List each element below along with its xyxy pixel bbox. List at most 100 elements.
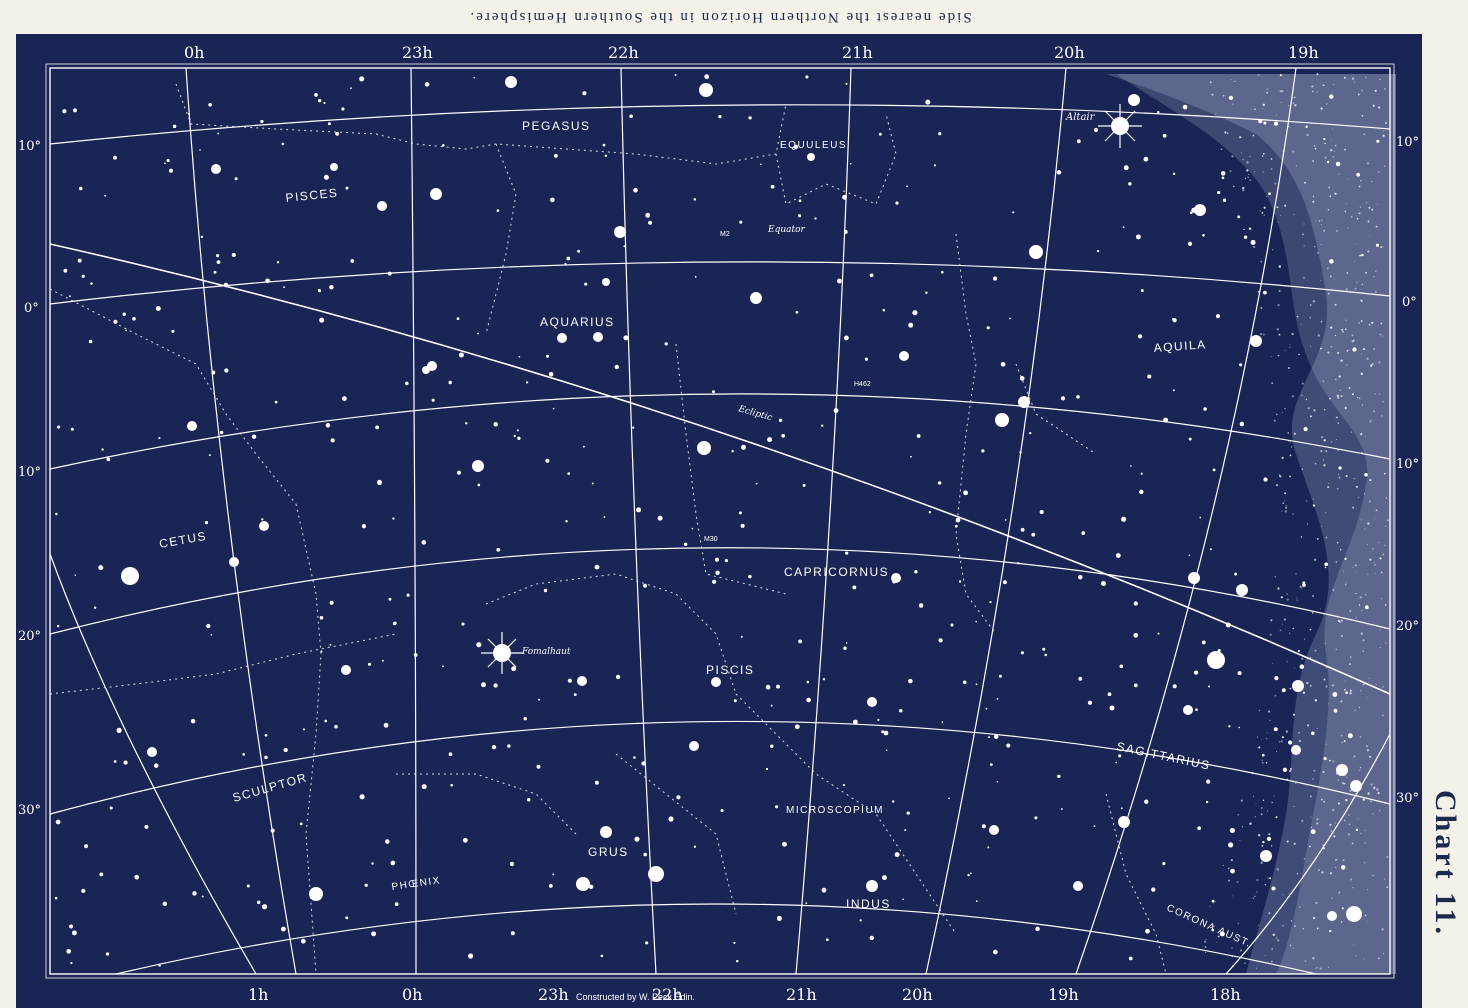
milky-way-star	[1338, 891, 1341, 894]
milky-way-star	[1282, 149, 1285, 152]
faint-star	[261, 518, 264, 521]
faint-star	[385, 839, 390, 844]
milky-way-star	[1347, 833, 1351, 836]
faint-star	[387, 271, 392, 276]
milky-way-star	[1281, 412, 1283, 413]
milky-way-star	[1246, 161, 1249, 164]
milky-way-star	[1335, 378, 1337, 381]
faint-star	[958, 580, 962, 583]
faint-star	[950, 623, 954, 627]
faint-star	[645, 941, 649, 945]
milky-way-star	[1259, 332, 1263, 336]
milky-way-star	[1355, 571, 1357, 573]
milky-way-star	[1372, 410, 1376, 413]
milky-way-star	[1284, 500, 1286, 502]
faint-star	[552, 873, 555, 876]
milky-way-star	[1338, 476, 1341, 479]
milky-way-star	[1266, 732, 1268, 734]
milky-way-star	[1294, 667, 1296, 669]
faint-star	[567, 472, 570, 475]
faint-star	[1188, 437, 1192, 441]
milky-way-star	[1282, 623, 1283, 625]
bright-star	[711, 677, 721, 687]
faint-star	[925, 99, 931, 105]
milky-way-star	[1309, 795, 1312, 798]
faint-star	[643, 583, 647, 588]
bright-star	[1327, 911, 1337, 921]
milky-way-star	[1244, 962, 1246, 964]
milky-way-star	[1310, 345, 1312, 347]
milky-way-star	[1258, 709, 1261, 712]
faint-star	[877, 718, 880, 721]
faint-star	[1029, 431, 1032, 435]
faint-star	[274, 400, 278, 404]
faint-star	[715, 570, 720, 575]
milky-way-star	[1323, 678, 1326, 681]
milky-way-star	[1263, 214, 1266, 216]
faint-star	[242, 753, 246, 756]
milky-way-star	[1337, 473, 1339, 475]
milky-way-star	[1256, 736, 1259, 738]
milky-way-star	[1231, 947, 1233, 949]
milky-way-star	[1349, 789, 1352, 792]
faint-star	[166, 158, 170, 163]
milky-way-star	[1303, 638, 1306, 640]
faint-star	[1057, 774, 1061, 778]
milky-way-star	[1379, 646, 1381, 649]
faint-star	[1364, 605, 1369, 610]
milky-way-star	[1263, 206, 1266, 209]
milky-way-star	[1345, 475, 1348, 478]
faint-star	[1376, 139, 1380, 143]
bright-star	[577, 676, 587, 686]
milky-way-star	[1286, 661, 1288, 663]
faint-star	[359, 76, 365, 82]
constellation-indus: INDUS	[846, 897, 891, 911]
m30-label: M30	[704, 536, 718, 543]
faint-star	[473, 76, 476, 79]
dec-right-10s: 10°	[1396, 457, 1419, 472]
milky-way-star	[1372, 874, 1374, 877]
milky-way-star	[1360, 609, 1363, 612]
milky-way-star	[1276, 751, 1277, 753]
milky-way-star	[1343, 819, 1346, 822]
faint-star	[1087, 700, 1093, 705]
milky-way-star	[1293, 96, 1296, 99]
milky-way-star	[1327, 482, 1329, 484]
milky-way-star	[1380, 322, 1383, 325]
bright-star	[593, 332, 603, 342]
milky-way-star	[1253, 245, 1256, 248]
milky-way-star	[1311, 90, 1314, 93]
faint-star	[1162, 133, 1167, 138]
milky-way-star	[1335, 648, 1337, 650]
milky-way-star	[1237, 922, 1240, 925]
faint-star	[988, 736, 990, 739]
bright-star	[1250, 335, 1262, 347]
dec-right-0: 0°	[1402, 295, 1417, 310]
faint-star	[88, 339, 93, 344]
faint-star	[187, 112, 191, 116]
milky-way-star	[1277, 939, 1280, 942]
milky-way-star	[1359, 397, 1361, 399]
faint-star	[992, 949, 998, 955]
faint-star	[81, 888, 86, 894]
faint-star	[350, 259, 355, 263]
faint-star	[548, 371, 554, 377]
faint-star	[798, 639, 802, 644]
milky-way-star	[1334, 144, 1337, 147]
milky-way-star	[1344, 774, 1347, 777]
milky-way-star	[1262, 152, 1265, 155]
milky-way-star	[1358, 322, 1360, 324]
milky-way-star	[1288, 892, 1290, 894]
milky-way-star	[1261, 108, 1263, 110]
milky-way-star	[1346, 272, 1349, 274]
milky-way-star	[1270, 619, 1273, 622]
faint-star	[106, 457, 111, 462]
milky-way-star	[1274, 575, 1277, 578]
faint-star	[1012, 211, 1015, 214]
milky-way-star	[1330, 345, 1333, 348]
faint-star	[217, 132, 220, 135]
milky-way-star	[1277, 354, 1280, 357]
faint-star	[1107, 692, 1112, 697]
milky-way-star	[1361, 89, 1363, 92]
milky-way-star	[1386, 856, 1389, 859]
